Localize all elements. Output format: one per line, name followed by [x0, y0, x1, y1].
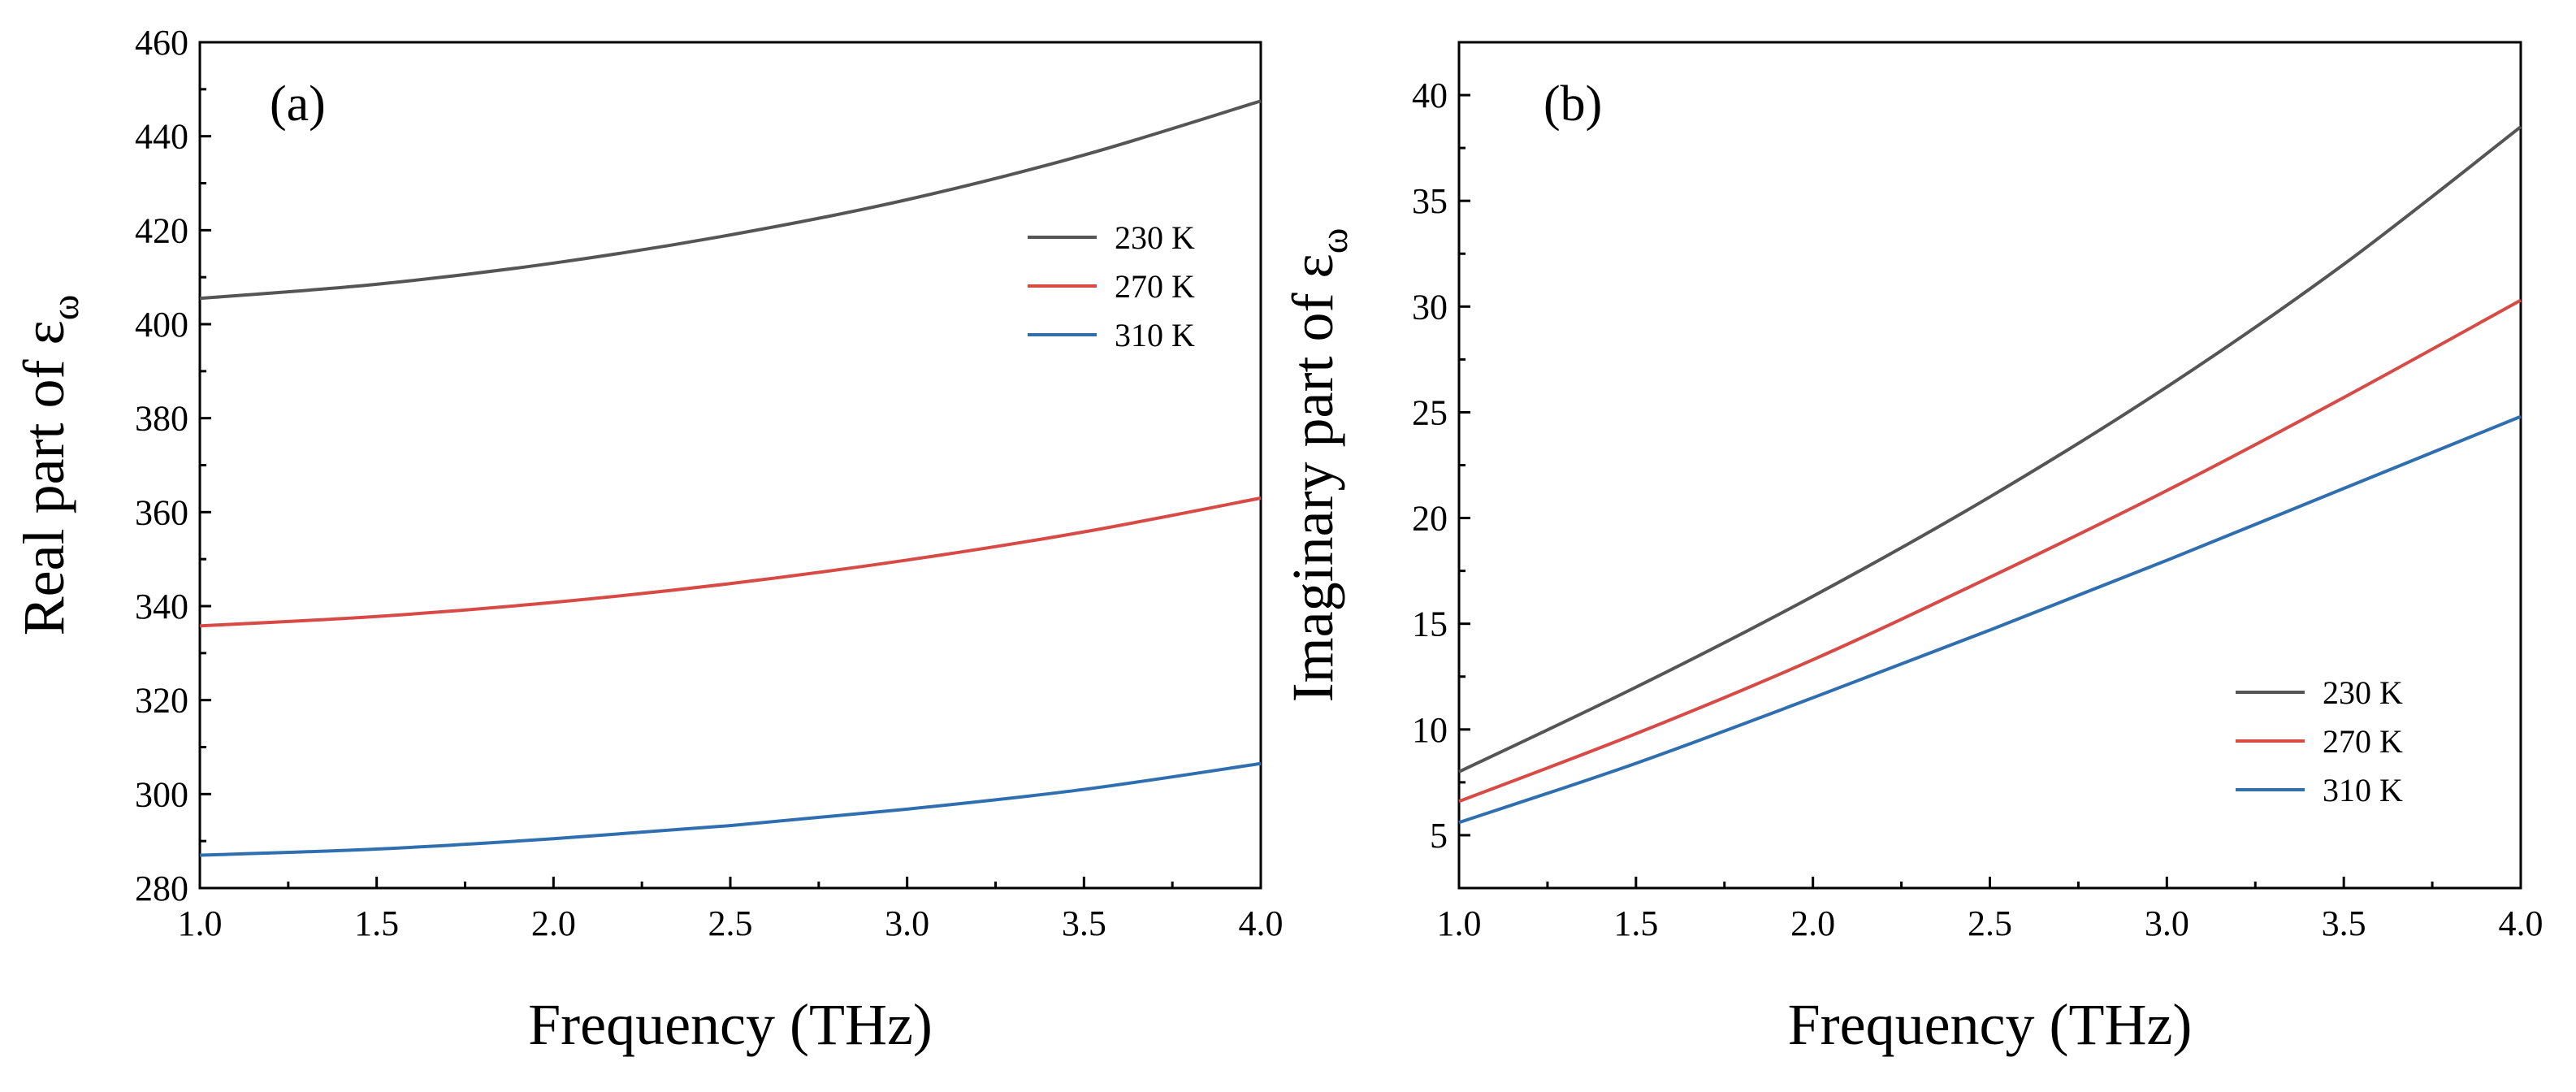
panel-a: 1.0 1.5 2.0 2.5 3.0 3.5 4.0 280 300 320 340 360 380 4… — [11, 23, 1284, 1057]
y-tick-label: 280 — [135, 869, 188, 908]
y-tick-label: 380 — [135, 399, 188, 439]
x-tick-label: 2.0 — [1790, 904, 1835, 943]
x-tick-label: 3.0 — [885, 904, 929, 943]
y-tick-label: 5 — [1430, 816, 1448, 856]
x-tick-label: 1.5 — [1613, 904, 1658, 943]
y-tick-label: 400 — [135, 305, 188, 344]
legend-label: 310 K — [1115, 317, 1195, 353]
y-axis-title-main: Real part of ε — [11, 320, 76, 635]
x-tick-label: 4.0 — [2499, 904, 2544, 943]
x-tick-label: 1.0 — [1437, 904, 1482, 943]
series-line-230k — [199, 99, 1262, 301]
x-tick-label: 2.5 — [1968, 904, 2012, 943]
legend-label: 270 K — [1115, 268, 1195, 305]
y-axis-title-subscript: ω — [1313, 228, 1356, 254]
panel-label: (b) — [1543, 76, 1602, 132]
series-line-230k — [1458, 125, 2522, 774]
x-tick-label: 4.0 — [1239, 904, 1284, 943]
y-tick-label: 35 — [1412, 181, 1448, 221]
y-tick-label: 30 — [1412, 287, 1448, 327]
x-axis-title: Frequency (THz) — [528, 992, 933, 1057]
x-tick-label: 3.0 — [2145, 904, 2189, 943]
x-tick-label: 2.0 — [531, 904, 576, 943]
x-tick-label: 3.5 — [1062, 904, 1106, 943]
legend-label: 230 K — [2323, 674, 2403, 711]
series-line-310k — [1458, 414, 2522, 825]
y-axis-title-main: Imaginary part of ε — [1280, 254, 1345, 702]
x-tick-label: 2.5 — [708, 904, 753, 943]
y-tick-label: 420 — [135, 210, 188, 250]
y-tick-label: 20 — [1412, 499, 1448, 539]
y-tick-label: 10 — [1412, 710, 1448, 750]
legend-label: 230 K — [1115, 219, 1195, 256]
panel-b: 1.0 1.5 2.0 2.5 3.0 3.5 4.0 5 10 15 20 25 30 35 40 Freq… — [1280, 41, 2544, 1057]
legend-label: 310 K — [2323, 772, 2403, 808]
y-tick-label: 340 — [135, 587, 188, 626]
plot-frame — [198, 41, 1262, 890]
y-tick-label: 360 — [135, 492, 188, 532]
y-tick-label: 15 — [1412, 604, 1448, 644]
y-tick-label: 440 — [135, 117, 188, 157]
y-tick-label: 25 — [1412, 392, 1448, 432]
plot-frame — [1457, 41, 2522, 890]
y-axis-title: Imaginary part of εω — [1280, 228, 1356, 703]
x-tick-label: 3.5 — [2322, 904, 2366, 943]
series-line-270k — [199, 496, 1262, 628]
x-tick-label: 1.5 — [354, 904, 399, 943]
y-tick-label: 460 — [135, 23, 188, 63]
panel-label: (a) — [270, 76, 326, 132]
legend-label: 270 K — [2323, 723, 2403, 760]
x-tick-label: 1.0 — [178, 904, 223, 943]
x-axis-title: Frequency (THz) — [1788, 992, 2193, 1057]
y-tick-label: 300 — [135, 774, 188, 814]
y-axis-title: Real part of εω — [11, 295, 87, 636]
y-axis-title-subscript: ω — [44, 295, 87, 321]
series-line-270k — [1458, 298, 2522, 804]
y-tick-label: 320 — [135, 681, 188, 721]
y-tick-label: 40 — [1412, 76, 1448, 115]
series-line-310k — [199, 761, 1262, 857]
